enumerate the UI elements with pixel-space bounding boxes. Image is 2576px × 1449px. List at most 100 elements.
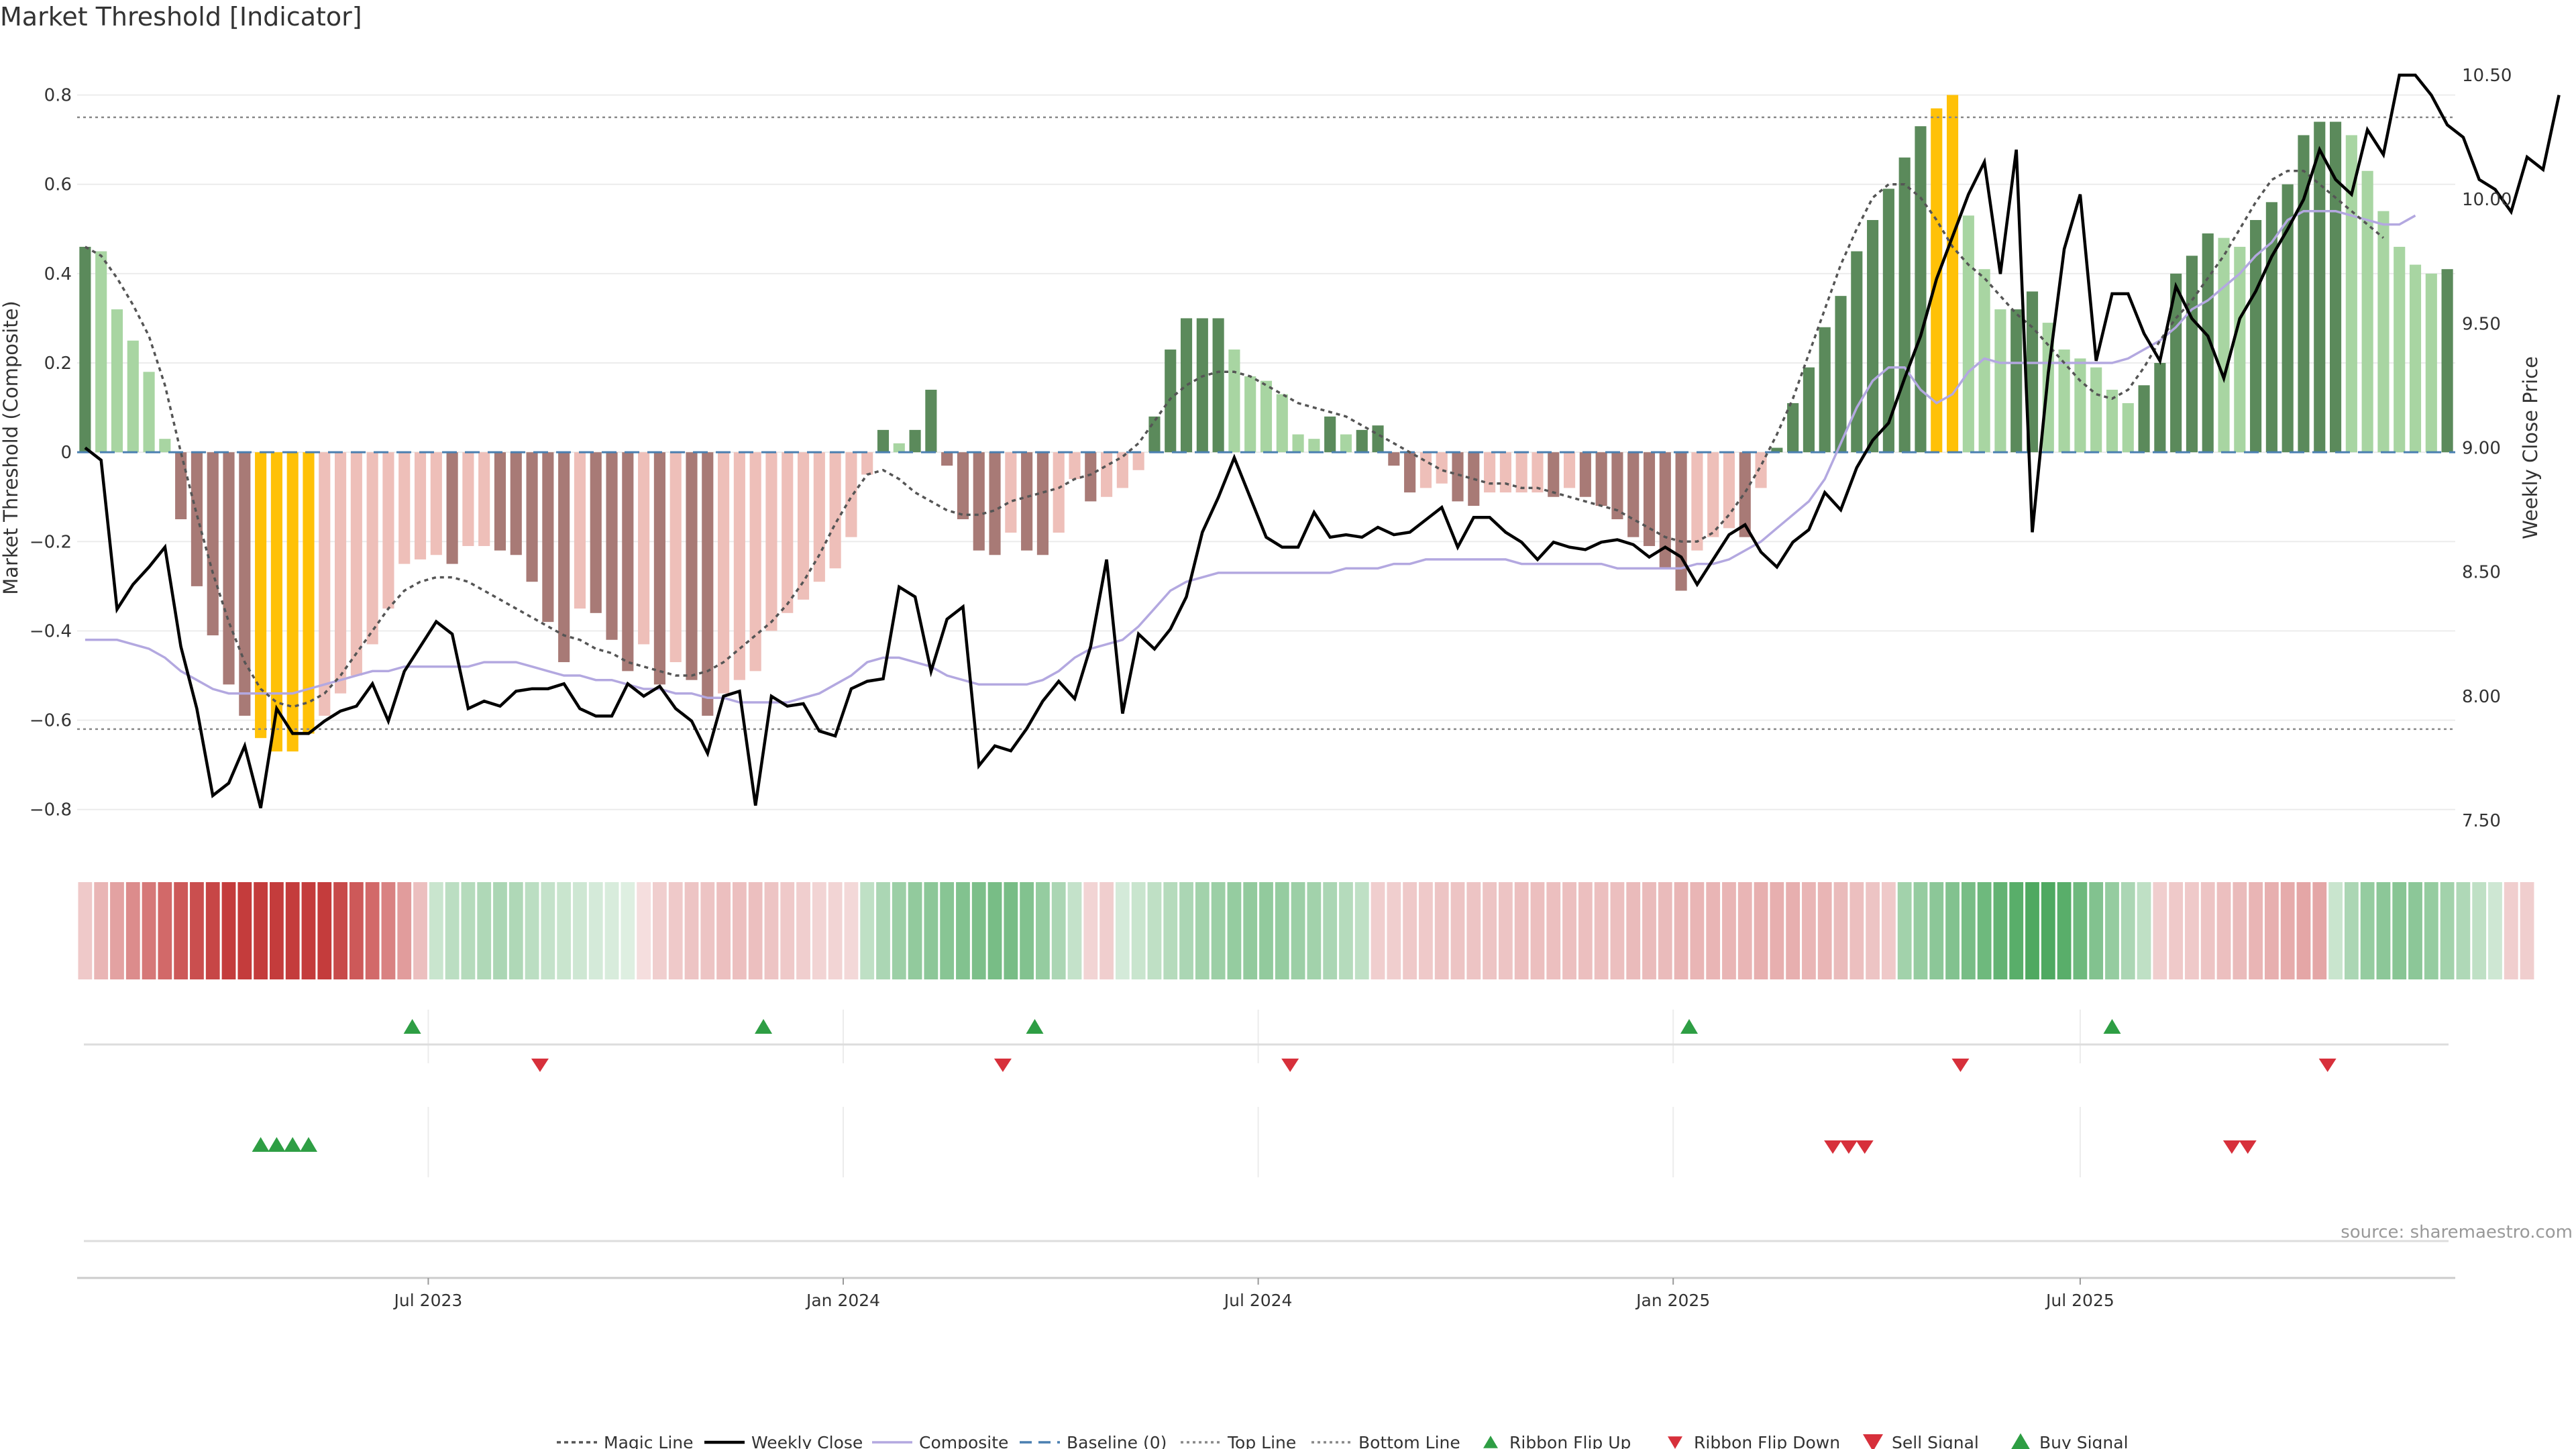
ribbon-cell [1817, 882, 1832, 979]
x-tick-label: Jul 2024 [1223, 1291, 1293, 1310]
ribbon-cell [2169, 882, 2184, 979]
composite-bar [2010, 309, 2023, 453]
y-right-tick-label: 8.00 [2462, 687, 2501, 707]
ribbon-cell [621, 882, 635, 979]
ribbon-cell [908, 882, 922, 979]
ribbon-cell [2408, 882, 2422, 979]
ribbon-cell [1163, 882, 1178, 979]
ribbon-cell [764, 882, 779, 979]
legend-label: Buy Signal [2039, 1433, 2129, 1449]
ribbon-cell [78, 882, 93, 979]
ribbon-cell [270, 882, 284, 979]
composite-bar [1739, 452, 1751, 537]
composite-bar [1803, 367, 1815, 453]
composite-bar [350, 452, 362, 676]
ribbon-cell [1131, 882, 1146, 979]
composite-bar [382, 452, 394, 609]
composite-bar [127, 340, 139, 453]
y-left-tick-label: 0.2 [44, 354, 72, 374]
ribbon-cell [860, 882, 875, 979]
ribbon-flip-down-marker [531, 1059, 549, 1072]
composite-bar [1627, 452, 1640, 537]
composite-bar [1755, 452, 1767, 488]
legend-label: Top Line [1227, 1433, 1296, 1449]
ribbon-cell [1115, 882, 1130, 979]
legend-label: Ribbon Flip Up [1509, 1433, 1631, 1449]
composite-bar [1867, 219, 1879, 453]
composite-bar [2090, 367, 2102, 453]
ribbon-cell [413, 882, 427, 979]
ribbon-flip-down-marker [1951, 1059, 1970, 1072]
composite-line [85, 209, 2416, 704]
ribbon-cell [1354, 882, 1369, 979]
ribbon-cell [301, 882, 316, 979]
composite-bar [1691, 452, 1703, 551]
ribbon-cell [1339, 882, 1353, 979]
ribbon-cell [1706, 882, 1721, 979]
ribbon-cell [1754, 882, 1768, 979]
ribbon-cell [1530, 882, 1545, 979]
ribbon-cell [1626, 882, 1641, 979]
ribbon-cell [110, 882, 124, 979]
composite-bar [303, 452, 315, 734]
ribbon-cell [1419, 882, 1433, 979]
ribbon-cell [637, 882, 651, 979]
ribbon-cell [1211, 882, 1226, 979]
buy-signal-marker [268, 1137, 286, 1152]
ribbon-cell [844, 882, 859, 979]
composite-bar [462, 452, 474, 546]
ribbon-flip-up-marker [755, 1019, 773, 1034]
ribbon-cell [2137, 882, 2151, 979]
legend-item: Buy Signal [2011, 1433, 2129, 1449]
ribbon-cell [1786, 882, 1801, 979]
y-left-tick-label: −0.8 [30, 800, 72, 820]
ribbon-cell [1067, 882, 1082, 979]
composite-bar [845, 452, 857, 537]
legend-swatch [1863, 1434, 1883, 1449]
y-left-tick-label: −0.6 [30, 711, 72, 731]
y-left-tick-label: −0.4 [30, 621, 72, 641]
composite-bar [1548, 452, 1560, 497]
composite-bar [861, 452, 873, 475]
composite-bar [1388, 452, 1400, 466]
ribbon-cell [461, 882, 476, 979]
composite-bar [2377, 211, 2390, 453]
composite-bar [2425, 273, 2437, 453]
y-right-tick-label: 9.50 [2462, 314, 2501, 334]
composite-bar [2234, 246, 2246, 453]
source-label: source: sharemaestro.com [2341, 1222, 2573, 1242]
composite-bar [2329, 121, 2342, 453]
ribbon-flip-down-marker [994, 1059, 1012, 1072]
composite-bar [1611, 452, 1623, 520]
ribbon-cell [381, 882, 396, 979]
ribbon-cell [2328, 882, 2343, 979]
composite-bar [1994, 309, 2006, 453]
composite-bar [1723, 452, 1735, 529]
ribbon-strip [78, 882, 2534, 979]
composite-bar [1069, 452, 1081, 480]
ribbon-cell [285, 882, 300, 979]
composite-bar [1819, 327, 1831, 453]
legend-swatch [2011, 1433, 2030, 1449]
legend-item: Bottom Line [1311, 1433, 1460, 1449]
ribbon-cell [971, 882, 986, 979]
composite-bar [702, 452, 714, 716]
composite-bar [2298, 135, 2310, 453]
composite-bar [733, 452, 745, 680]
composite-bar [2314, 121, 2326, 453]
ribbon-flip-up-marker [1026, 1019, 1044, 1034]
composite-bar [494, 452, 506, 551]
composite-bar [1116, 452, 1128, 488]
ribbon-cell [1036, 882, 1050, 979]
ribbon-cell [1642, 882, 1656, 979]
ribbon-cell [684, 882, 699, 979]
legend-label: Magic Line [604, 1433, 694, 1449]
composite-bar [1228, 350, 1240, 453]
ribbon-cell [2472, 882, 2487, 979]
sell-signal-marker [1824, 1140, 1842, 1154]
composite-bar [1563, 452, 1576, 488]
composite-bar [1532, 452, 1544, 493]
composite-bar [558, 452, 570, 663]
legend-item: Baseline (0) [1020, 1433, 1167, 1449]
